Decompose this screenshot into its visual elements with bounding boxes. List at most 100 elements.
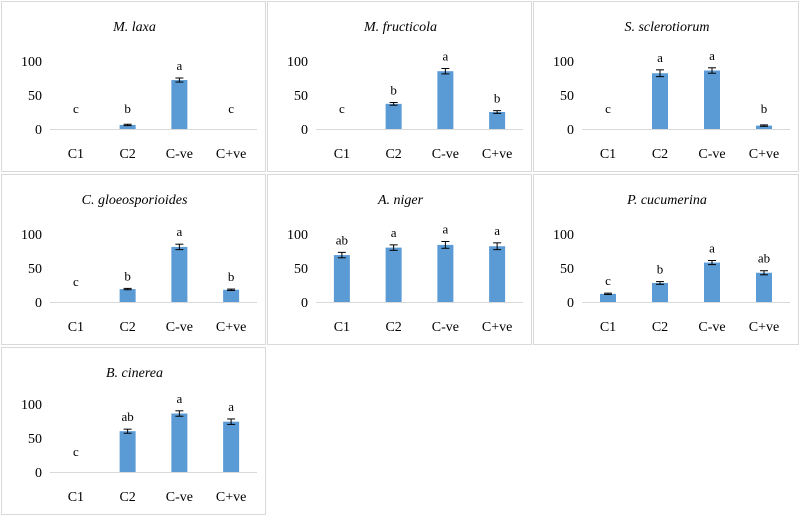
bar	[385, 103, 402, 129]
bar	[119, 431, 136, 472]
chart-panel-p-cucumerina: P. cucumerina 0 50 100 c C1 b C2 a C-ve ab C+ve	[533, 174, 799, 345]
x-category-label: C1	[600, 320, 616, 335]
significance-letter: b	[390, 82, 397, 97]
bar	[756, 272, 772, 302]
x-category-label: C1	[68, 490, 84, 505]
x-category-label: C1	[600, 147, 616, 162]
bar	[171, 80, 188, 129]
y-tick-label: 0	[567, 123, 574, 138]
chart-title: A. niger	[377, 193, 424, 208]
significance-letter: b	[657, 262, 664, 277]
significance-letter: a	[442, 48, 448, 63]
chart-panel-m-laxa: M. laxa 0 50 100 c C1 b C2 a C-ve c C+ve	[1, 1, 266, 172]
chart-title: M. laxa	[112, 20, 156, 35]
significance-letter: ab	[758, 251, 770, 266]
significance-letter: c	[228, 101, 234, 116]
y-tick-label: 0	[301, 296, 308, 311]
y-tick-label: 50	[560, 89, 574, 104]
bar	[437, 71, 454, 129]
bar	[489, 112, 506, 129]
chart-svg: B. cinerea 0 50 100 c C1 ab C2 a C-ve a C+ve	[21, 366, 257, 505]
significance-letter: a	[228, 399, 234, 414]
y-tick-label: 100	[287, 55, 308, 70]
y-tick-label: 100	[21, 228, 42, 243]
chart-svg: S. sclerotiorum 0 50 100 c C1 a C2 a C-ve b C+ve	[553, 20, 790, 162]
significance-letter: a	[494, 223, 500, 238]
chart-svg: M. laxa 0 50 100 c C1 b C2 a C-ve c C+ve	[21, 20, 257, 162]
chart-panel-a-niger: A. niger 0 50 100 ab C1 a C2 a C-ve a C+ve	[267, 174, 532, 345]
significance-letter: ab	[121, 409, 133, 424]
bar	[704, 70, 720, 129]
chart-title: B. cinerea	[106, 366, 163, 381]
x-category-label: C2	[652, 147, 668, 162]
bar	[652, 73, 668, 129]
y-tick-label: 50	[28, 89, 42, 104]
chart-panel-c-gloeosporioides: C. gloeosporioides 0 50 100 c C1 b C2 a C-ve b C+ve	[1, 174, 266, 345]
significance-letter: a	[176, 58, 182, 73]
bar	[756, 125, 772, 129]
x-category-label: C-ve	[432, 320, 459, 335]
bar	[171, 413, 188, 472]
x-category-label: C2	[652, 320, 668, 335]
x-category-label: C1	[334, 147, 350, 162]
x-category-label: C-ve	[698, 320, 725, 335]
significance-letter: c	[73, 444, 79, 459]
bar	[385, 247, 402, 302]
significance-letter: b	[228, 269, 235, 284]
y-tick-label: 100	[21, 55, 42, 70]
x-category-label: C+ve	[482, 147, 512, 162]
x-category-label: C-ve	[698, 147, 725, 162]
significance-letter: c	[339, 101, 345, 116]
chart-svg: C. gloeosporioides 0 50 100 c C1 b C2 a C-ve b C+ve	[21, 193, 257, 335]
y-tick-label: 0	[301, 123, 308, 138]
x-category-label: C2	[385, 147, 401, 162]
x-category-label: C2	[119, 490, 135, 505]
bar	[437, 244, 454, 302]
x-category-label: C+ve	[216, 490, 246, 505]
chart-title: P. cucumerina	[626, 193, 707, 208]
y-tick-label: 0	[35, 466, 42, 481]
x-category-label: C+ve	[749, 320, 779, 335]
significance-letter: c	[73, 101, 79, 116]
significance-letter: b	[124, 268, 131, 283]
chart-title: M. fructicola	[363, 20, 437, 35]
significance-letter: a	[176, 224, 182, 239]
x-category-label: C+ve	[749, 147, 779, 162]
bar	[119, 289, 136, 302]
x-category-label: C+ve	[216, 320, 246, 335]
y-tick-label: 0	[567, 296, 574, 311]
significance-letter: b	[761, 101, 768, 116]
significance-letter: c	[605, 273, 611, 288]
y-tick-label: 100	[553, 55, 574, 70]
y-tick-label: 0	[35, 123, 42, 138]
chart-panel-s-sclerotiorum: S. sclerotiorum 0 50 100 c C1 a C2 a C-ve b C+ve	[533, 1, 799, 172]
bar	[223, 289, 240, 302]
y-tick-label: 50	[560, 262, 574, 277]
chart-panel-b-cinerea: B. cinerea 0 50 100 c C1 ab C2 a C-ve a C+ve	[1, 347, 266, 515]
bar	[223, 421, 240, 472]
significance-letter: b	[124, 101, 131, 116]
significance-letter: a	[709, 241, 715, 256]
x-category-label: C1	[334, 320, 350, 335]
significance-letter: c	[73, 274, 79, 289]
bar	[119, 124, 136, 129]
significance-letter: c	[605, 101, 611, 116]
bar	[600, 293, 616, 302]
significance-letter: a	[442, 221, 448, 236]
bar	[489, 246, 506, 302]
chart-svg: M. fructicola 0 50 100 c C1 b C2 a C-ve b C+ve	[287, 20, 523, 162]
y-tick-label: 0	[35, 296, 42, 311]
chart-title: C. gloeosporioides	[82, 193, 188, 208]
y-tick-label: 50	[294, 262, 308, 277]
x-category-label: C+ve	[482, 320, 512, 335]
bar	[333, 255, 350, 302]
chart-svg: P. cucumerina 0 50 100 c C1 b C2 a C-ve ab C+ve	[553, 193, 790, 335]
x-category-label: C-ve	[166, 147, 193, 162]
significance-letter: ab	[336, 232, 348, 247]
x-category-label: C2	[385, 320, 401, 335]
significance-letter: b	[494, 91, 501, 106]
x-category-label: C-ve	[166, 490, 193, 505]
x-category-label: C-ve	[166, 320, 193, 335]
x-category-label: C2	[119, 147, 135, 162]
chart-svg: A. niger 0 50 100 ab C1 a C2 a C-ve a C+ve	[287, 193, 523, 335]
